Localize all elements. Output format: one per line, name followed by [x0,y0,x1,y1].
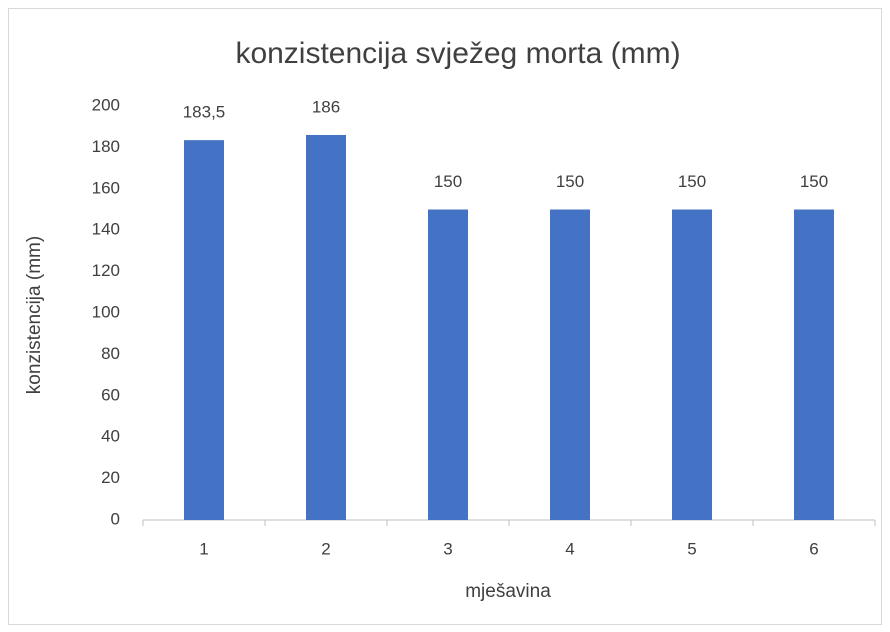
y-tick-label: 20 [101,468,120,487]
y-tick-label: 0 [111,509,120,528]
chart-title: konzistencija svježeg morta (mm) [235,37,680,70]
bar [794,209,834,520]
data-label: 186 [312,97,340,116]
y-tick-label: 180 [92,137,120,156]
x-tick-label: 4 [565,539,574,558]
bar [428,209,468,520]
data-label: 150 [678,172,706,191]
y-tick-label: 140 [92,220,120,239]
y-tick-label: 120 [92,261,120,280]
data-label: 150 [434,172,462,191]
x-tick-label: 3 [443,539,452,558]
bar [550,209,590,520]
bar [306,134,346,521]
bar [672,209,712,520]
x-tick-label: 6 [809,539,818,558]
y-tick-label: 40 [101,427,120,446]
x-tick-label: 5 [687,539,696,558]
y-tick-label: 160 [92,178,120,197]
y-tick-label: 80 [101,344,120,363]
bar [184,140,224,520]
data-label: 150 [556,172,584,191]
y-tick-label: 100 [92,302,120,321]
data-label: 183,5 [183,103,226,122]
x-tick-label: 2 [321,539,330,558]
y-tick-label: 60 [101,385,120,404]
y-tick-label: 200 [92,95,120,114]
x-tick-label: 1 [199,539,208,558]
data-label: 150 [800,172,828,191]
x-axis-title: mješavina [465,581,551,602]
y-axis-title: konzistencija (mm) [24,236,45,394]
